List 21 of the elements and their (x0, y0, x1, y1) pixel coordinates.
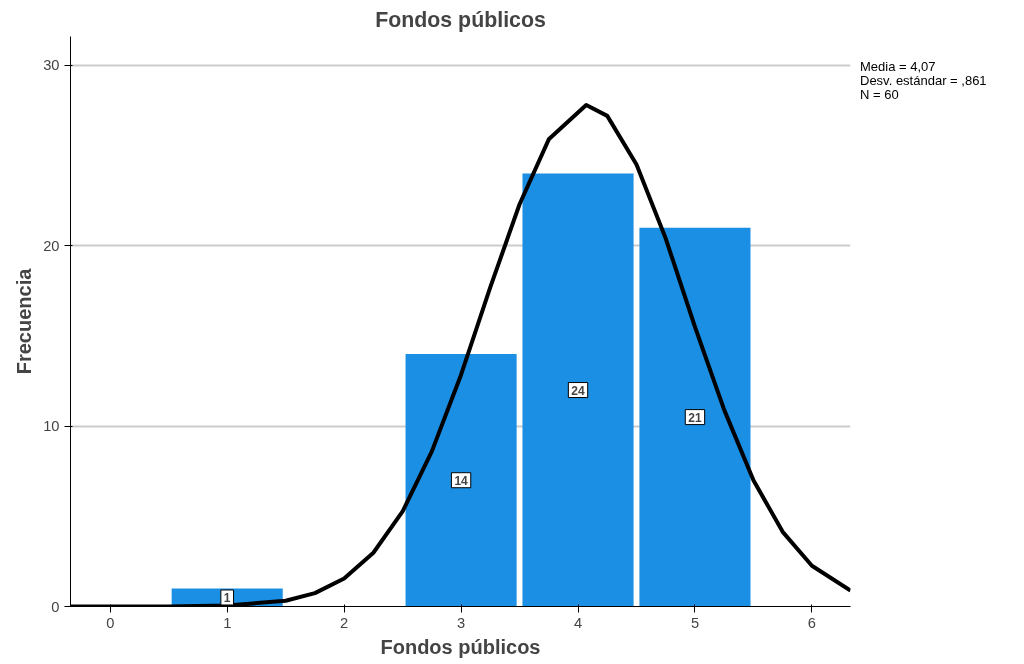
x-tick-label: 2 (340, 614, 349, 631)
y-tick-label: 10 (43, 418, 60, 435)
x-axis-title: Fondos públicos (380, 635, 541, 658)
x-tick-label: 3 (457, 614, 466, 631)
text: Desv. estándar = ,861 (860, 73, 987, 88)
data-label: 21 (688, 410, 702, 425)
x-tick-label: 4 (573, 614, 583, 631)
y-tick-label: 0 (51, 598, 60, 615)
text: Media = 4,07 (860, 59, 937, 74)
x-tick-label: 0 (106, 614, 115, 631)
y-tick-label: 30 (43, 57, 60, 74)
x-tick-label: 5 (690, 614, 700, 631)
y-tick-label: 20 (43, 237, 60, 254)
y-axis-title: Frecuencia (13, 267, 36, 375)
text: N = 60 (860, 87, 900, 102)
chart-title: Fondos públicos (375, 7, 546, 32)
x-tick-label: 1 (223, 614, 232, 631)
data-label: 24 (571, 383, 586, 398)
data-label: 1 (223, 590, 231, 605)
x-tick-label: 6 (807, 614, 816, 631)
data-label: 14 (454, 473, 469, 488)
